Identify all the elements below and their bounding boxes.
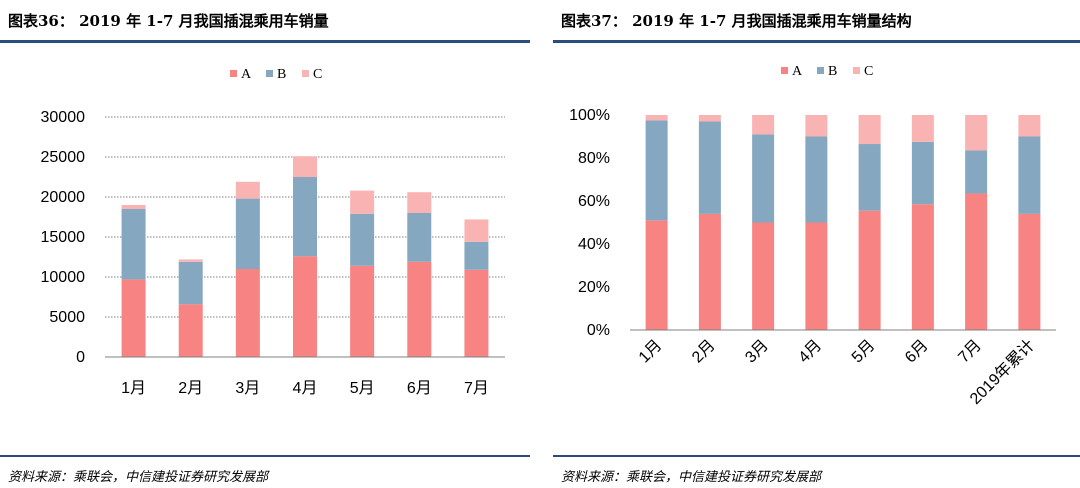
bar-segment-c (698, 115, 721, 122)
bar-segment-a (350, 265, 375, 357)
legend-swatch-c (302, 70, 309, 77)
x-tick-label: 6月 (902, 337, 932, 367)
bar-segment-c (293, 156, 317, 177)
x-tick-label: 7月 (955, 337, 985, 367)
chart-title-right: 图表37： 2019 年 1-7 月我国插混乘用车销量结构 (561, 12, 912, 30)
bar-segment-a (121, 279, 146, 357)
bar-segment-a (805, 222, 828, 330)
bar-segment-b (407, 213, 432, 262)
bar-segment-a (858, 210, 881, 330)
legend-swatch-b (266, 70, 273, 77)
y-tick-label: 80% (578, 150, 610, 167)
bar-segment-a (911, 204, 934, 330)
bar-segment-b (645, 120, 668, 221)
x-tick-label: 2月 (689, 337, 719, 367)
legend-swatch-a (230, 70, 237, 77)
bar-segment-b (464, 241, 489, 270)
chart-panel-left: 图表36： 2019 年 1-7 月我国插混乘用车销量 0 5000 10000 15… (0, 0, 530, 488)
bar-segment-b (293, 177, 317, 257)
bar-segment-a (645, 220, 668, 330)
x-tick-label: 1月 (636, 337, 666, 367)
bar-segment-b (805, 136, 828, 223)
bar-segment-b (178, 261, 203, 305)
y-tick-label: 60% (578, 193, 610, 210)
legend-label-c: C (313, 67, 322, 82)
chart-panel-right: 图表37： 2019 年 1-7 月我国插混乘用车销量结构 0% 20% 40% 60… (553, 0, 1080, 488)
bar-segment-b (911, 141, 934, 205)
bar-segment-b (121, 209, 146, 280)
legend-label-b: B (277, 67, 286, 82)
y-tick-label: 0 (76, 349, 85, 366)
legend-label-c: C (864, 64, 873, 79)
y-tick-label: 25000 (41, 149, 86, 166)
bar-segment-c (407, 192, 432, 213)
title-divider-left (0, 40, 530, 43)
x-tick-label: 4月 (796, 337, 826, 367)
bar-segment-c (752, 115, 775, 135)
source-divider-left (0, 455, 530, 457)
bar-segment-c (121, 205, 146, 209)
bar-segment-c (965, 115, 988, 151)
source-divider-right (553, 455, 1080, 457)
bar-segment-c (1018, 115, 1041, 137)
bar-segment-c (178, 259, 203, 262)
x-tick-label: 3月 (235, 380, 260, 397)
bar-segment-a (965, 193, 988, 330)
stacked-bar-chart-sales: 0 5000 10000 15000 20000 25000 30000 1月 2月 3月 4月 5月… (41, 67, 505, 397)
bar-segment-a (235, 269, 260, 357)
bar-segment-c (235, 181, 260, 199)
title-divider-right (553, 40, 1080, 43)
legend-label-a: A (792, 64, 803, 79)
bar-segment-a (407, 261, 432, 357)
bar-segment-b (858, 144, 881, 211)
bar-segment-a (464, 269, 489, 357)
legend-label-a: A (241, 67, 252, 82)
x-tick-label: 1月 (121, 380, 146, 397)
bar-segment-b (1018, 136, 1041, 214)
bar-segment-a (752, 222, 775, 330)
bar-segment-a (1018, 213, 1041, 330)
bar-segment-c (645, 115, 668, 121)
bar-segment-b (752, 134, 775, 223)
y-tick-label: 40% (578, 236, 610, 253)
y-tick-label: 100% (569, 107, 610, 124)
bar-segment-c (464, 219, 489, 242)
legend-label-b: B (828, 64, 837, 79)
bar-segment-b (698, 121, 721, 214)
bar-segment-a (293, 256, 317, 357)
bar-segment-b (965, 150, 988, 194)
bar-segment-c (350, 190, 375, 214)
x-tick-label: 5月 (849, 337, 879, 367)
y-tick-label: 30000 (41, 109, 86, 126)
y-tick-label: 0% (587, 322, 610, 339)
source-note-left: 资料来源：乘联会，中信建投证券研究发展部 (8, 470, 269, 485)
x-tick-label: 5月 (350, 380, 375, 397)
legend-swatch-b (817, 67, 824, 74)
y-tick-label: 15000 (41, 229, 86, 246)
bar-segment-c (805, 115, 828, 137)
x-tick-label: 2月 (178, 380, 203, 397)
bar-segment-b (235, 198, 260, 269)
x-tick-label: 4月 (293, 380, 318, 397)
y-tick-label: 5000 (49, 309, 85, 326)
percent-stacked-bar-chart-structure: 0%20%40%60%80%100%1月 2月 3月 4月 5月 6月 7月2019年累计A… (569, 64, 1056, 408)
bar-segment-b (350, 213, 375, 266)
bar-segment-a (698, 213, 721, 330)
y-tick-label: 20% (578, 279, 610, 296)
source-note-right: 资料来源：乘联会，中信建投证券研究发展部 (561, 470, 822, 485)
bar-segment-c (911, 115, 934, 142)
x-tick-label: 6月 (407, 380, 432, 397)
y-tick-label: 20000 (41, 189, 86, 206)
y-tick-label: 10000 (41, 269, 86, 286)
legend-swatch-c (853, 67, 860, 74)
x-tick-label: 3月 (742, 337, 772, 367)
x-tick-label: 7月 (464, 380, 489, 397)
legend-swatch-a (781, 67, 788, 74)
bar-segment-a (178, 304, 203, 357)
chart-title-left: 图表36： 2019 年 1-7 月我国插混乘用车销量 (8, 12, 329, 30)
bar-segment-c (858, 115, 881, 145)
